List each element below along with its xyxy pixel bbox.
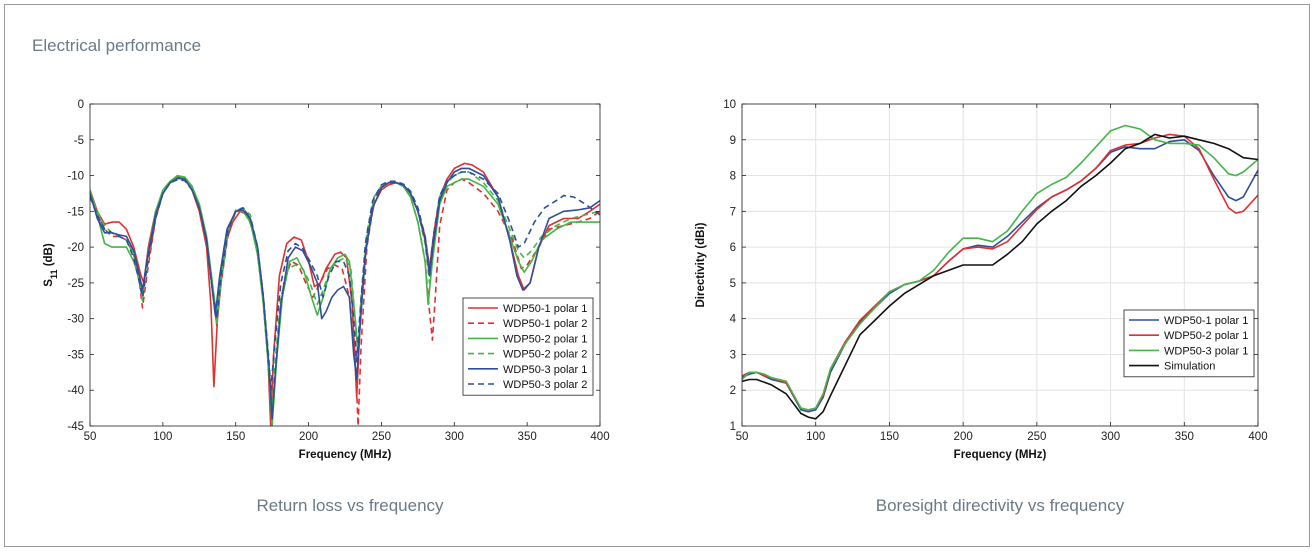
legend-label: WDP50-3 polar 1 bbox=[503, 364, 587, 376]
legend-label: WDP50-3 polar 1 bbox=[1164, 345, 1248, 357]
x-tick-label: 100 bbox=[153, 431, 172, 443]
legend-label: WDP50-3 polar 2 bbox=[503, 379, 587, 391]
legend: WDP50-1 polar 1 WDP50-1 polar 2 WDP50-2 po… bbox=[462, 297, 594, 396]
directivity-chart: 50 100 150 200 250 300 350 400 1 2 3 4 5 6 7 8 9 10 Freque… bbox=[695, 99, 1268, 461]
y-tick-label: 10 bbox=[723, 99, 736, 111]
y-tick-label: -5 bbox=[74, 135, 84, 147]
x-axis-label: Frequency (MHz) bbox=[954, 449, 1047, 461]
x-tick-label: 200 bbox=[299, 431, 318, 443]
x-tick-label: 50 bbox=[84, 431, 97, 443]
series-group bbox=[90, 162, 600, 426]
series-line-wdp50-3-polar-1 bbox=[90, 167, 600, 420]
series-line-wdp50-1-polar-2 bbox=[90, 176, 600, 426]
y-tick-label: 0 bbox=[78, 99, 84, 111]
x-tick-label: 350 bbox=[518, 431, 537, 443]
y-tick-label: 7 bbox=[730, 206, 736, 218]
x-tick-label: 100 bbox=[806, 431, 825, 443]
series-line-wdp50-3-polar-1 bbox=[742, 124, 1258, 411]
y-tick-label: 8 bbox=[730, 171, 736, 183]
x-tick-label: 250 bbox=[1027, 431, 1046, 443]
caption-directivity: Boresight directivity vs frequency bbox=[875, 496, 1125, 515]
legend-label: Simulation bbox=[1164, 361, 1215, 373]
y-tick-label: 5 bbox=[730, 278, 736, 290]
legend-box bbox=[462, 297, 594, 396]
x-tick-label: 200 bbox=[954, 431, 973, 443]
legend-label: WDP50-2 polar 1 bbox=[1164, 330, 1248, 342]
y-tick-label: -25 bbox=[67, 278, 84, 290]
y-tick-label: -30 bbox=[67, 314, 84, 326]
section-title: Electrical performance bbox=[32, 36, 202, 55]
y-tick-label: 9 bbox=[730, 135, 736, 147]
y-axis-label: S11 (dB) bbox=[43, 243, 59, 287]
series-line-wdp50-2-polar-1 bbox=[90, 174, 600, 426]
y-tick-label: -15 bbox=[67, 206, 84, 218]
legend: WDP50-1 polar 1 WDP50-2 polar 1 WDP50-3 po… bbox=[1123, 309, 1255, 378]
series-line-wdp50-3-polar-2 bbox=[90, 171, 600, 391]
caption-return-loss: Return loss vs frequency bbox=[256, 496, 444, 515]
x-tick-label: 400 bbox=[1248, 431, 1267, 443]
y-tick-label: -40 bbox=[67, 385, 84, 397]
y-axis-label: Directivity (dBi) bbox=[695, 222, 707, 307]
x-tick-label: 300 bbox=[1101, 431, 1120, 443]
y-tick-label: -45 bbox=[67, 421, 84, 433]
y-tick-label: 3 bbox=[730, 349, 736, 361]
x-tick-label: 400 bbox=[590, 431, 609, 443]
y-tick-label: -20 bbox=[67, 242, 84, 254]
x-tick-label: 150 bbox=[226, 431, 245, 443]
x-tick-label: 150 bbox=[880, 431, 899, 443]
x-axis-label: Frequency (MHz) bbox=[299, 449, 392, 461]
legend-label: WDP50-1 polar 1 bbox=[503, 303, 587, 315]
y-tick-label: 4 bbox=[730, 314, 737, 326]
x-tick-label: 350 bbox=[1175, 431, 1194, 443]
y-tick-label: 6 bbox=[730, 242, 736, 254]
legend-label: WDP50-1 polar 2 bbox=[503, 318, 587, 330]
series-group bbox=[742, 124, 1258, 420]
y-tick-label: -10 bbox=[67, 171, 84, 183]
y-tick-label: -35 bbox=[67, 349, 84, 361]
legend-label: WDP50-2 polar 1 bbox=[503, 333, 587, 345]
plot-frame bbox=[741, 103, 1259, 427]
x-tick-label: 50 bbox=[736, 431, 749, 443]
y-tick-label: 2 bbox=[730, 385, 736, 397]
plot-frame bbox=[89, 103, 601, 427]
legend-label: WDP50-2 polar 2 bbox=[503, 349, 587, 361]
x-tick-label: 300 bbox=[445, 431, 464, 443]
series-line-simulation bbox=[742, 133, 1258, 420]
series-line-wdp50-1-polar-1 bbox=[742, 139, 1258, 413]
legend-label: WDP50-1 polar 1 bbox=[1164, 315, 1248, 327]
y-tick-label: 1 bbox=[730, 421, 736, 433]
x-tick-label: 250 bbox=[372, 431, 391, 443]
return-loss-chart: 50 100 150 200 250 300 350 400 0 -5 -10 -15 -20 -25 -3… bbox=[43, 99, 610, 461]
